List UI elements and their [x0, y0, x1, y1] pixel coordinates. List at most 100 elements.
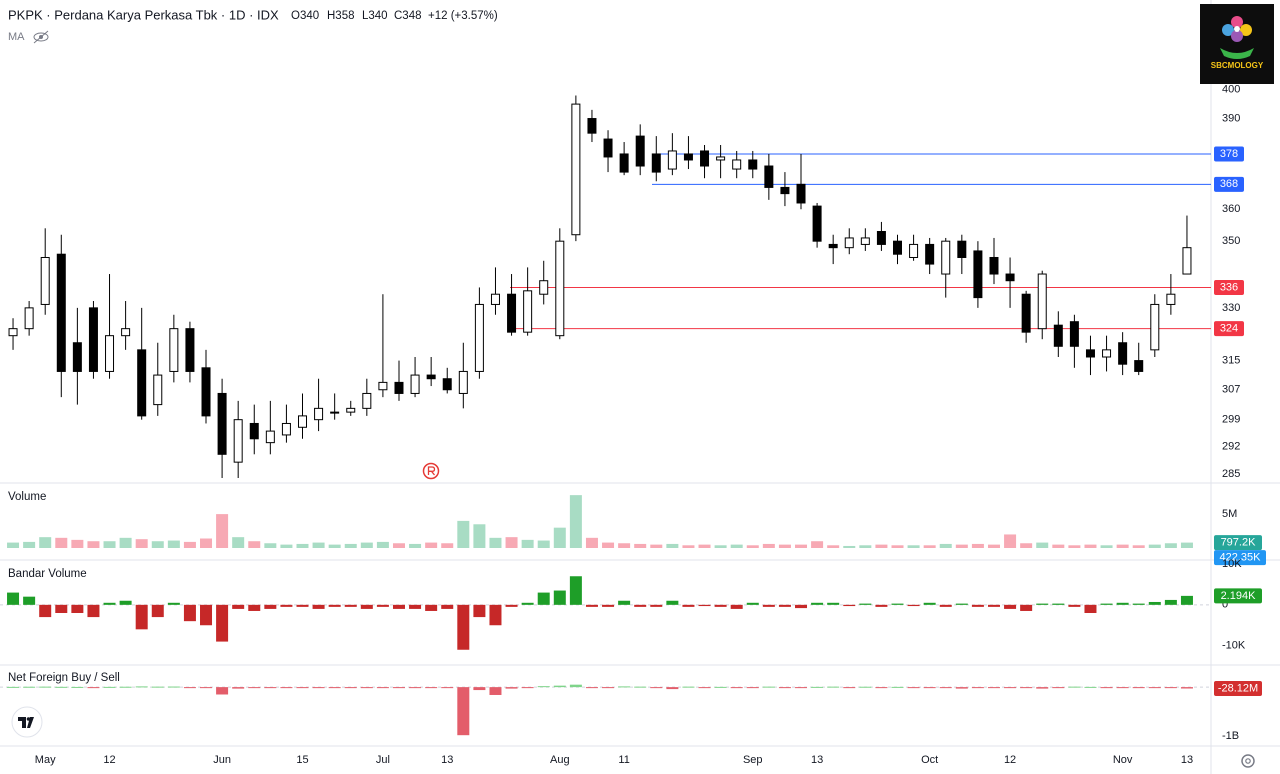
candle-body — [1053, 324, 1063, 347]
bar — [312, 604, 325, 609]
candle-body — [700, 150, 710, 167]
x-tick-label: Nov — [1113, 754, 1133, 766]
replay-glyph — [427, 466, 436, 476]
bar — [216, 514, 229, 548]
bar — [167, 602, 180, 605]
value-label: 797.2K — [1221, 537, 1257, 549]
bar — [392, 687, 405, 689]
candle-body — [844, 237, 854, 249]
bar — [875, 544, 888, 548]
candle-body — [828, 243, 838, 249]
bar — [409, 687, 422, 689]
bar — [569, 684, 582, 688]
replay-marker[interactable] — [422, 462, 440, 480]
candle-body — [587, 118, 597, 134]
bar — [425, 604, 438, 611]
bar — [1020, 687, 1033, 689]
visibility-icon[interactable] — [33, 30, 49, 44]
bar — [602, 542, 615, 548]
bar — [602, 604, 615, 607]
candle-body — [442, 378, 452, 391]
bar — [859, 545, 872, 548]
x-tick-label: 12 — [1004, 754, 1016, 766]
y-tick-label: -1B — [1222, 730, 1239, 742]
bar — [183, 604, 196, 622]
candle-body — [876, 231, 886, 245]
bar — [55, 537, 68, 548]
candle-body — [764, 165, 774, 188]
bar — [843, 545, 856, 548]
indicator-label[interactable]: MA — [8, 31, 25, 43]
y-tick-label: 330 — [1222, 302, 1240, 314]
ohlc-high: H358 — [327, 10, 355, 22]
candle-body — [635, 135, 645, 167]
candle-body — [362, 392, 372, 409]
candle-body — [217, 392, 227, 455]
bar — [585, 537, 598, 548]
candle-body — [796, 183, 806, 204]
eye-slash — [33, 30, 49, 44]
candle-body — [394, 381, 404, 394]
bar — [1100, 603, 1113, 605]
bar — [891, 545, 904, 548]
bar — [489, 687, 502, 695]
bar — [811, 602, 824, 605]
bar — [843, 604, 856, 607]
tradingview-logo[interactable] — [11, 706, 43, 738]
bar — [730, 687, 743, 689]
candle-body — [330, 411, 340, 414]
candle-body — [281, 422, 291, 436]
bar — [1132, 545, 1145, 548]
logo-text: SBCMOLOGY — [1211, 61, 1264, 70]
bar — [328, 604, 341, 607]
bar — [473, 604, 486, 618]
bar — [200, 687, 213, 689]
bar — [457, 604, 470, 650]
candle-body — [426, 374, 436, 380]
candle-body — [490, 293, 500, 305]
eye-icon — [33, 32, 49, 42]
candle-body — [1166, 293, 1176, 305]
bar — [473, 687, 486, 691]
value-box — [1214, 681, 1262, 697]
bar — [151, 604, 164, 618]
bar — [392, 543, 405, 548]
bar — [1180, 687, 1193, 689]
bar — [650, 544, 663, 548]
candle-body — [121, 328, 131, 337]
value-label: -28.12M — [1218, 682, 1258, 694]
logo-center — [1234, 26, 1240, 32]
x-tick-label: Sep — [743, 754, 763, 766]
bar — [1004, 534, 1017, 548]
bar — [344, 687, 357, 689]
bar — [1052, 603, 1065, 605]
ohlc-open: O340 — [291, 10, 319, 22]
bar — [280, 544, 293, 548]
bar — [135, 604, 148, 630]
bar — [971, 604, 984, 607]
value-box — [1214, 321, 1244, 337]
bar — [425, 542, 438, 548]
settings-icon[interactable] — [1241, 754, 1255, 768]
bar — [344, 543, 357, 548]
ohlc-close: C348 — [394, 10, 422, 22]
candle-body — [378, 381, 388, 391]
y-tick-label: -10K — [1222, 640, 1246, 652]
bar — [505, 537, 518, 548]
value-label: 324 — [1220, 323, 1238, 335]
x-tick-label: Jul — [376, 754, 390, 766]
bar — [248, 604, 261, 611]
bar — [376, 541, 389, 548]
bar — [151, 686, 164, 688]
bar — [183, 541, 196, 548]
x-tick-label: 13 — [1181, 754, 1193, 766]
value-label: 378 — [1220, 148, 1238, 160]
candle-body — [1037, 273, 1047, 330]
bar — [778, 604, 791, 607]
bar — [698, 687, 711, 689]
y-tick-label: 10K — [1222, 558, 1242, 570]
x-tick-label: May — [35, 754, 56, 766]
bar — [39, 686, 52, 688]
bar — [553, 527, 566, 548]
